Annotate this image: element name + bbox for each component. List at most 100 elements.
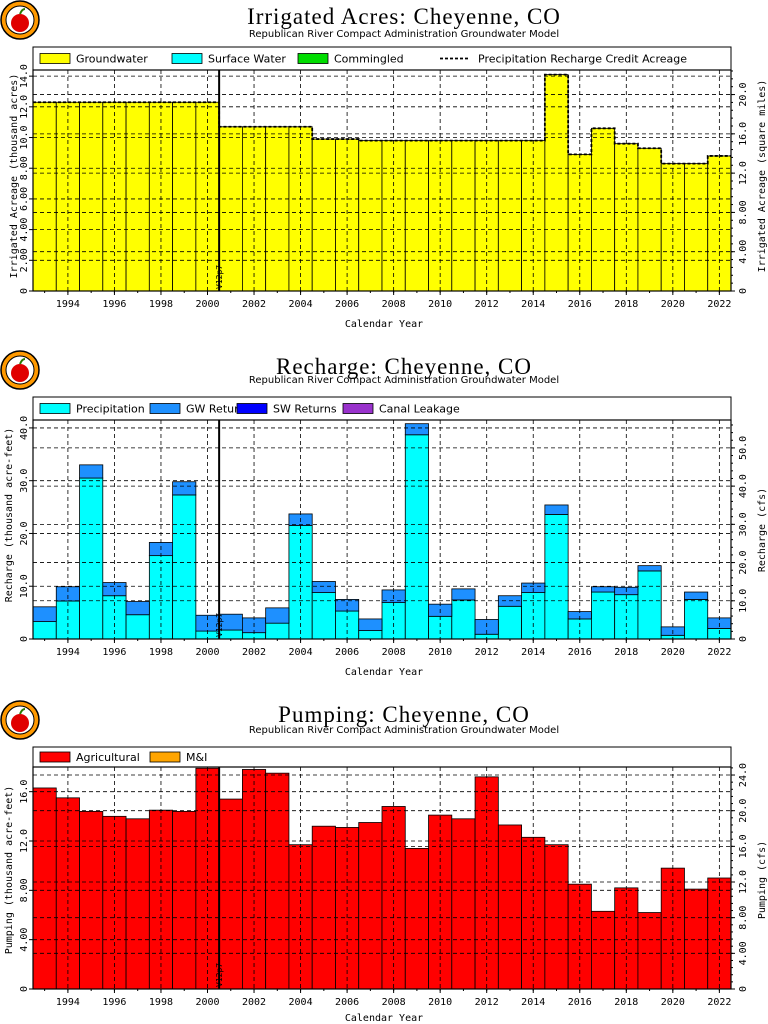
legend-swatch (149, 751, 181, 763)
x-tick-label: 1998 (149, 997, 173, 1008)
x-tick-label: 2012 (475, 299, 499, 310)
y-right-tick-label: 12.0 (738, 161, 749, 185)
bar-precipitation (358, 630, 383, 640)
legend-swatch (236, 403, 268, 414)
x-axis-label: Calendar Year (345, 319, 423, 330)
y-right-tick-label: 20.0 (738, 799, 749, 823)
legend-swatch (39, 403, 71, 414)
x-tick-label: 1996 (102, 997, 126, 1008)
bar-groundwater (684, 163, 709, 292)
y-right-tick-label: 8.00 (738, 906, 749, 930)
x-tick-label: 1994 (56, 299, 80, 310)
x-tick-label: 2014 (521, 997, 545, 1008)
plot-area: V12p7 Groundwater Surface Water Commingled P… (19, 46, 749, 310)
chart-subtitle: Republican River Compact Administration … (249, 29, 559, 40)
y-tick-label: 0 (19, 986, 30, 992)
y-tick-label: 0 (19, 288, 30, 294)
legend-swatch (149, 403, 181, 414)
apple-logo-icon (0, 0, 40, 40)
chart-title: Recharge: Cheyenne, CO (276, 354, 532, 379)
x-tick-label: 2022 (707, 299, 731, 310)
model-version-marker-label: V12p7 (215, 613, 224, 637)
bar-precipitation (591, 591, 616, 640)
x-tick-label: 1994 (56, 647, 80, 658)
bar-gw-returns (544, 504, 569, 515)
bar-gw-returns (451, 588, 476, 601)
y-tick-label: 4.00 (19, 218, 30, 242)
bar-groundwater (172, 101, 197, 292)
x-tick-label: 2002 (242, 647, 266, 658)
legend-label: Agricultural (76, 751, 140, 764)
bar-groundwater (451, 140, 476, 292)
bar-agricultural (218, 798, 243, 990)
bar-groundwater (544, 74, 569, 292)
bar-gw-returns (32, 606, 57, 622)
chart-subtitle: Republican River Compact Administration … (249, 725, 559, 736)
bar-groundwater (265, 126, 290, 292)
y-tick-label: 12.0 (19, 95, 30, 119)
bar-agricultural (195, 767, 220, 990)
legend-label: Commingled (334, 53, 404, 66)
bar-gw-returns (637, 565, 662, 572)
irrigated-acres-chart: Irrigated Acres: Cheyenne, CO Republican… (9, 4, 768, 330)
x-tick-label: 1998 (149, 299, 173, 310)
bar-agricultural (544, 844, 569, 990)
bar-agricultural (497, 824, 523, 990)
x-tick-label: 2006 (335, 647, 359, 658)
legend-label: GW Returns (186, 403, 251, 416)
y-right-tick-label: 4.00 (738, 941, 749, 965)
legend-label: Precipitation (76, 403, 145, 416)
x-tick-label: 2020 (661, 299, 685, 310)
y-right-tick-label: 0 (738, 986, 749, 992)
y-tick-label: 6.00 (19, 187, 30, 211)
y-right-tick-label: 50.0 (738, 436, 749, 460)
bar-gw-returns (125, 601, 150, 616)
bar-groundwater (125, 101, 150, 292)
y-right-tick-label: 16.0 (738, 122, 749, 146)
bar-precipitation (497, 605, 523, 640)
model-version-marker-label: V12p7 (215, 963, 224, 987)
x-tick-label: 2012 (475, 997, 499, 1008)
y-tick-label: 0 (19, 636, 30, 642)
bar-gw-returns (358, 618, 383, 631)
x-tick-label: 2014 (521, 299, 545, 310)
x-tick-label: 2006 (335, 299, 359, 310)
pumping-chart: Pumping: Cheyenne, CO Republican River C… (4, 702, 768, 1024)
x-tick-label: 1998 (149, 647, 173, 658)
bar-agricultural (311, 825, 336, 990)
y-right-tick-label: 24.0 (738, 763, 749, 787)
bar-groundwater (567, 154, 592, 292)
x-tick-label: 1994 (56, 997, 80, 1008)
bar-gw-returns (404, 423, 429, 436)
y-tick-label: 8.00 (19, 156, 30, 180)
y-right-tick-label: 8.00 (738, 200, 749, 224)
bar-agricultural (148, 809, 173, 990)
chart-subtitle: Republican River Compact Administration … (249, 375, 559, 386)
x-tick-label: 2002 (242, 299, 266, 310)
recharge-chart: Recharge: Cheyenne, CO Republican River … (4, 354, 768, 678)
x-tick-label: 2000 (195, 299, 219, 310)
y-right-tick-label: 16.0 (738, 834, 749, 858)
bar-groundwater (497, 140, 523, 292)
x-tick-label: 2022 (707, 997, 731, 1008)
x-tick-label: 2002 (242, 997, 266, 1008)
plot-frame (32, 419, 732, 640)
y-tick-label: 10.0 (19, 574, 30, 598)
legend-label: Surface Water (208, 53, 286, 66)
bar-precipitation (32, 621, 57, 640)
bar-agricultural (125, 818, 150, 990)
y-right-tick-label: 4.00 (738, 240, 749, 264)
x-axis-label: Calendar Year (345, 667, 423, 678)
bar-agricultural (404, 847, 429, 990)
bar-precipitation (172, 494, 197, 640)
legend-label: Groundwater (76, 53, 148, 66)
x-tick-label: 2000 (195, 997, 219, 1008)
x-tick-label: 2020 (661, 997, 685, 1008)
y-right-tick-label: 40.0 (738, 474, 749, 498)
x-tick-label: 2018 (614, 647, 638, 658)
bar-groundwater (79, 101, 104, 292)
y-tick-label: 12.0 (19, 829, 30, 853)
bar-gw-returns (55, 586, 80, 602)
series-line-precipitation-recharge-credit-acreage (33, 73, 731, 165)
bar-agricultural (358, 822, 383, 990)
